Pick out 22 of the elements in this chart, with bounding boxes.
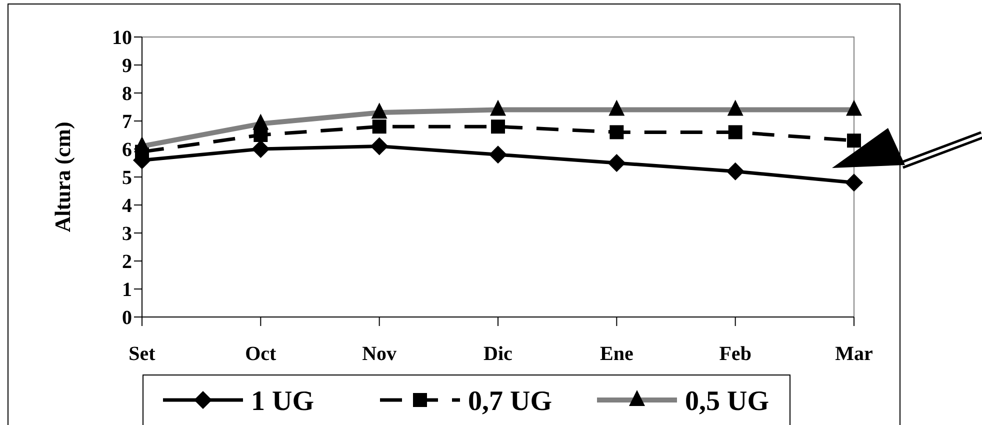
y-tick-label: 6: [122, 139, 132, 161]
y-tick-label: 0: [122, 307, 132, 329]
y-tick-label: 7: [122, 111, 132, 133]
y-tick-label: 4: [122, 195, 132, 217]
x-tick-label: Dic: [484, 343, 513, 365]
legend-label: 0,7 UG: [468, 386, 552, 417]
y-tick-label: 8: [122, 83, 132, 105]
y-tick-label: 3: [122, 223, 132, 245]
x-tick-label: Mar: [835, 343, 873, 365]
y-tick-label: 5: [122, 167, 132, 189]
x-tick-label: Oct: [245, 343, 277, 365]
x-tick-label: Ene: [600, 343, 634, 365]
x-tick-label: Set: [128, 343, 156, 365]
legend-label: 1 UG: [251, 386, 314, 417]
x-tick-label: Nov: [362, 343, 397, 365]
legend-label: 0,5 UG: [685, 386, 770, 417]
x-tick-label: Feb: [719, 343, 752, 365]
y-axis-title: Altura (cm): [50, 122, 75, 232]
y-tick-label: 1: [122, 279, 132, 301]
y-tick-label: 10: [112, 27, 132, 49]
y-tick-label: 2: [122, 251, 132, 273]
y-tick-label: 9: [122, 55, 132, 77]
